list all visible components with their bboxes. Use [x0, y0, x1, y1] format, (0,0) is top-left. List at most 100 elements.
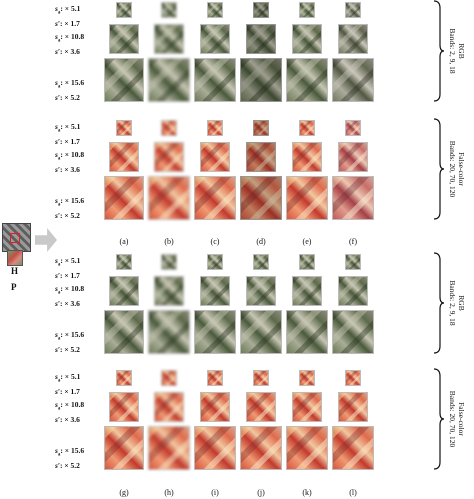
result-image	[148, 426, 190, 470]
scale-label-sa: sa: × 15.6	[55, 330, 85, 342]
result-image	[292, 24, 322, 54]
result-image	[161, 254, 177, 270]
result-image	[253, 370, 269, 386]
band-label-title: False-color	[457, 402, 466, 436]
scale-label-sa: sa: × 10.8	[55, 32, 85, 44]
result-image	[246, 142, 276, 172]
scale-label-sp: s′: × 3.6	[55, 164, 80, 174]
scale-label: sa: × 10.8 s′: × 3.6	[55, 400, 84, 425]
scale-label: sa: × 15.6 s′: × 5.2	[55, 196, 84, 221]
result-image	[246, 392, 276, 422]
column-label: (l)	[349, 488, 357, 497]
result-image	[116, 2, 132, 18]
result-image	[292, 392, 322, 422]
result-image	[161, 370, 177, 386]
result-image	[246, 24, 276, 54]
result-image	[299, 254, 315, 270]
result-image	[240, 426, 282, 470]
result-image	[286, 426, 328, 470]
result-image	[194, 176, 236, 220]
result-image	[338, 276, 368, 306]
scale-label: sa: × 10.8 s′: × 3.6	[55, 32, 84, 57]
scale-label-sp: s′: × 5.2	[55, 460, 80, 470]
hyperspectral-thumbnail	[7, 250, 23, 266]
result-image	[194, 310, 236, 354]
scale-label-sp: s′: × 5.2	[55, 344, 80, 354]
h-label: H	[11, 266, 19, 276]
result-image	[109, 142, 139, 172]
result-image	[345, 370, 361, 386]
band-label-title: RGB	[457, 295, 466, 311]
result-image	[154, 276, 184, 306]
column-label: (b)	[164, 237, 174, 246]
scale-label-sp: s′: × 1.7	[55, 136, 80, 146]
band-label: False-color Bands: 20, 70, 120	[448, 124, 466, 214]
scale-label-sp: s′: × 3.6	[55, 298, 80, 308]
column-label: (h)	[164, 488, 174, 497]
column-label: (j)	[257, 488, 265, 497]
band-label-title: False-color	[457, 152, 466, 186]
result-image	[104, 426, 144, 470]
band-label: False-color Bands: 20, 70, 120	[448, 374, 466, 464]
column-label: (e)	[302, 237, 312, 246]
result-image	[345, 2, 361, 18]
scale-label-sa: sa: × 15.6	[55, 196, 85, 208]
scale-label-sa: sa: × 10.8	[55, 400, 85, 412]
result-image	[246, 276, 276, 306]
scale-label-sa: sa: × 5.1	[55, 4, 81, 16]
result-image	[194, 426, 236, 470]
scale-label: sa: × 10.8 s′: × 3.6	[55, 284, 84, 309]
result-image	[299, 120, 315, 136]
scale-label: sa: × 15.6 s′: × 5.2	[55, 330, 84, 355]
column-label: (a)	[119, 237, 129, 246]
result-image	[207, 370, 223, 386]
result-image	[332, 310, 374, 354]
result-image	[332, 58, 374, 102]
brace-icon	[433, 252, 445, 354]
result-image	[332, 426, 374, 470]
result-image	[345, 254, 361, 270]
result-image	[116, 120, 132, 136]
result-image	[240, 58, 282, 102]
result-image	[338, 142, 368, 172]
result-image	[332, 176, 374, 220]
result-image	[154, 24, 184, 54]
result-image	[154, 392, 184, 422]
band-label: RGB Bands: 2, 9, 18	[448, 6, 466, 96]
result-image	[299, 2, 315, 18]
scale-label: sa: × 10.8 s′: × 3.6	[55, 150, 84, 175]
result-image	[200, 24, 230, 54]
result-image	[286, 176, 328, 220]
brace-icon	[433, 368, 445, 470]
result-image	[253, 120, 269, 136]
result-image	[194, 58, 236, 102]
scale-label-sp: s′: × 3.6	[55, 46, 80, 56]
scale-label-sp: s′: × 5.2	[55, 92, 80, 102]
result-image	[207, 2, 223, 18]
scale-label-sp: s′: × 1.7	[55, 270, 80, 280]
region-marker	[10, 233, 20, 243]
result-image	[116, 254, 132, 270]
scale-label-sp: s′: × 1.7	[55, 386, 80, 396]
result-image	[161, 120, 177, 136]
result-image	[200, 276, 230, 306]
result-image	[154, 142, 184, 172]
result-image	[207, 120, 223, 136]
result-image	[299, 370, 315, 386]
result-image	[116, 370, 132, 386]
p-label: P	[11, 282, 17, 292]
column-label: (d)	[256, 237, 266, 246]
result-image	[240, 176, 282, 220]
scale-label: sa: × 5.1 s′: × 1.7	[55, 122, 80, 147]
band-label-bands: Bands: 20, 70, 120	[448, 390, 457, 448]
scale-label-sp: s′: × 1.7	[55, 18, 80, 28]
result-image	[104, 176, 144, 220]
scale-label-sa: sa: × 10.8	[55, 150, 85, 162]
scale-label-sa: sa: × 15.6	[55, 78, 85, 90]
result-image	[292, 142, 322, 172]
scale-label: sa: × 15.6 s′: × 5.2	[55, 446, 84, 471]
scale-label: sa: × 5.1 s′: × 1.7	[55, 372, 80, 397]
scale-label-sa: sa: × 5.1	[55, 372, 81, 384]
result-image	[207, 254, 223, 270]
scale-label-sp: s′: × 5.2	[55, 210, 80, 220]
